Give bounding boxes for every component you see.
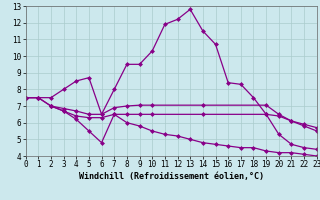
X-axis label: Windchill (Refroidissement éolien,°C): Windchill (Refroidissement éolien,°C) <box>79 172 264 181</box>
